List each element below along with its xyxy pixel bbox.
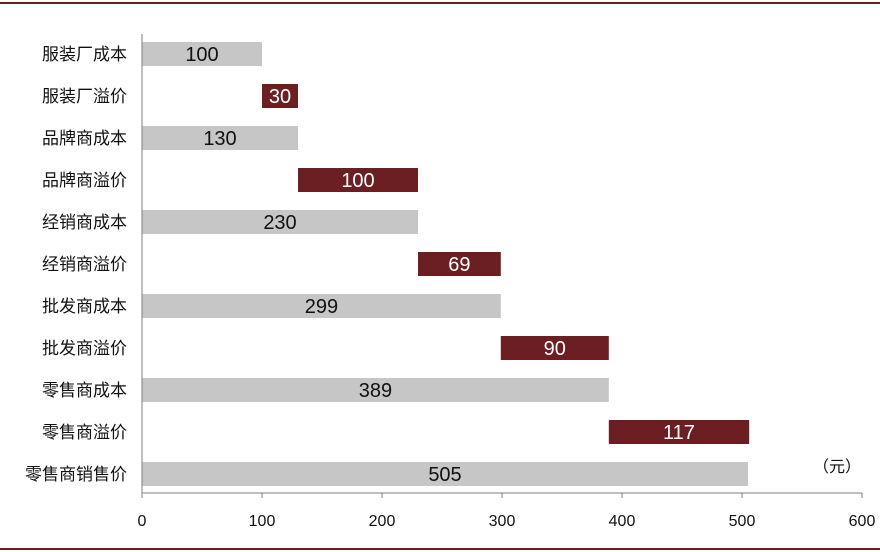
bar-value-label: 30 — [269, 86, 291, 108]
cost-bar — [142, 42, 262, 66]
cost-bar — [142, 294, 501, 318]
cost-bar — [142, 126, 298, 150]
category-label: 批发商成本 — [42, 297, 127, 317]
bar-value-label: 100 — [341, 170, 374, 192]
top-rule — [0, 2, 880, 4]
premium-bar — [608, 420, 750, 444]
premium-bar — [262, 84, 298, 108]
category-label: 服装厂成本 — [42, 45, 127, 65]
category-label: 零售商成本 — [42, 381, 127, 401]
premium-bar — [298, 168, 418, 192]
cost-bar — [142, 210, 418, 234]
bar-value-label: 389 — [359, 380, 392, 402]
category-label: 品牌商成本 — [42, 129, 127, 149]
bar-value-label: 69 — [448, 254, 470, 276]
category-label: 零售商溢价 — [42, 423, 127, 443]
category-label: 零售商销售价 — [25, 465, 127, 485]
bar-value-label: 230 — [263, 212, 296, 234]
x-tick-label: 200 — [369, 513, 396, 530]
premium-bar — [418, 252, 501, 276]
bar-value-label: 90 — [544, 338, 566, 360]
bottom-rule — [0, 548, 880, 550]
category-label: 批发商溢价 — [42, 339, 127, 359]
bar-value-label: 505 — [428, 464, 461, 486]
bar-value-label: 130 — [203, 128, 236, 150]
x-tick-label: 300 — [489, 513, 516, 530]
unit-label: （元） — [813, 457, 861, 476]
bars-layer: 100 30 130 100 230 69 299 90 389 117 505 — [142, 42, 750, 486]
x-tick-label: 0 — [138, 513, 147, 530]
axis-layer: 服装厂成本服装厂溢价品牌商成本品牌商溢价经销商成本经销商溢价批发商成本批发商溢价… — [25, 34, 875, 530]
bar-value-label: 100 — [185, 44, 218, 66]
cost-bar — [142, 378, 609, 402]
bar-value-label: 299 — [305, 296, 338, 318]
bar-value-label: 117 — [663, 422, 695, 444]
category-label: 经销商溢价 — [42, 255, 127, 275]
x-tick-label: 400 — [609, 513, 636, 530]
category-label: 经销商成本 — [42, 213, 127, 233]
category-label: 品牌商溢价 — [42, 171, 127, 191]
x-tick-label: 600 — [849, 513, 876, 530]
x-tick-label: 500 — [729, 513, 756, 530]
premium-bar — [500, 336, 609, 360]
x-tick-label: 100 — [249, 513, 276, 530]
cost-bar — [142, 462, 748, 486]
category-label: 服装厂溢价 — [42, 87, 127, 107]
